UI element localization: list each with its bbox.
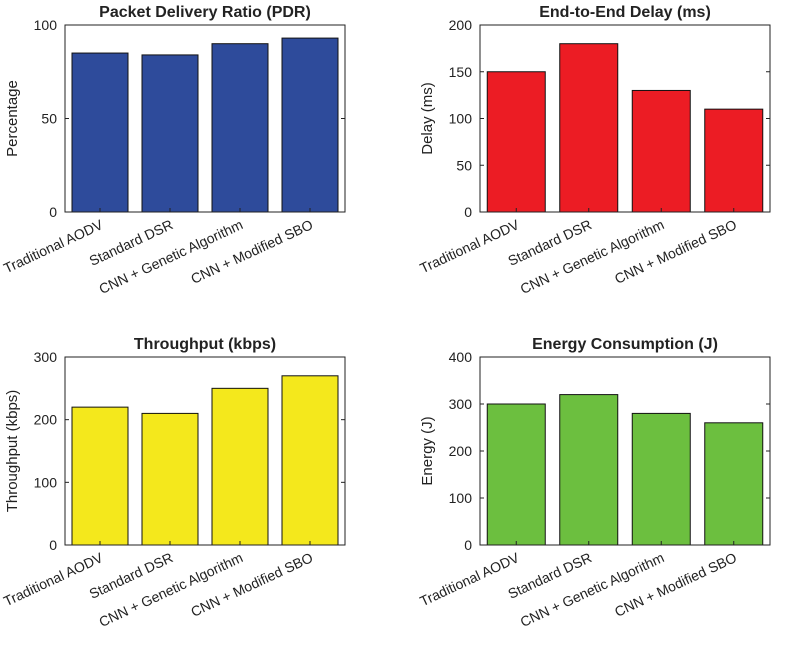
bar-3	[211, 43, 269, 213]
bar-3	[631, 412, 691, 546]
y-tick-label: 100	[449, 111, 473, 127]
bar-1	[71, 406, 129, 546]
bar-4	[281, 375, 339, 546]
x-tick-label: Traditional AODV	[417, 549, 522, 609]
y-tick-label: 150	[449, 64, 473, 80]
y-tick-label: 0	[464, 537, 472, 553]
x-tick-label: Traditional AODV	[1, 549, 106, 609]
chart-title: Energy Consumption (J)	[532, 336, 718, 353]
y-tick-label: 400	[449, 349, 473, 365]
bar-2	[559, 43, 619, 213]
chart-panel-3: Throughput (kbps) Throughput (kbps) 0 100 20…	[1, 336, 346, 630]
chart-panel-2: End-to-End Delay (ms) Delay (ms) 0 50 100 150…	[417, 4, 771, 297]
y-tick-label: 0	[49, 537, 57, 553]
chart-panel-1: Packet Delivery Ratio (PDR) Percentage 0 50…	[1, 4, 346, 297]
y-tick-label: 0	[49, 204, 57, 220]
y-tick-label: 100	[34, 17, 58, 33]
y-tick-label: 50	[41, 111, 57, 127]
chart-title: End-to-End Delay (ms)	[539, 4, 711, 21]
bar-4	[704, 108, 764, 213]
y-axis-label: Delay (ms)	[419, 82, 436, 155]
bar-3	[631, 89, 691, 213]
bar-2	[559, 394, 619, 546]
y-tick-label: 200	[449, 17, 473, 33]
bar-2	[141, 54, 199, 213]
x-tick-label: CNN + Modified SBO	[612, 549, 739, 620]
bar-3	[211, 387, 269, 546]
x-tick-label: Traditional AODV	[1, 216, 106, 276]
y-tick-label: 300	[34, 349, 58, 365]
y-tick-label: 0	[464, 204, 472, 220]
bar-4	[281, 37, 339, 213]
y-tick-label: 200	[34, 412, 58, 428]
y-tick-label: 300	[449, 396, 473, 412]
bar-4	[704, 422, 764, 546]
x-tick-label: Traditional AODV	[417, 216, 522, 276]
chart-panel-4: Energy Consumption (J) Energy (J) 0 100 200 3…	[417, 336, 771, 630]
y-tick-label: 200	[449, 443, 473, 459]
y-tick-label: 100	[34, 474, 58, 490]
y-tick-label: 100	[449, 490, 473, 506]
y-tick-label: 50	[456, 157, 472, 173]
bar-2	[141, 412, 199, 546]
bar-1	[71, 52, 129, 213]
y-axis-label: Throughput (kbps)	[4, 390, 21, 513]
axes-box	[64, 356, 346, 546]
x-tick-label: CNN + Modified SBO	[188, 216, 315, 287]
x-tick-label: CNN + Modified SBO	[188, 549, 315, 620]
bar-1	[486, 403, 546, 546]
bar-1	[486, 71, 546, 213]
chart-title: Throughput (kbps)	[134, 336, 276, 353]
x-tick-label: CNN + Modified SBO	[612, 216, 739, 287]
y-axis-label: Percentage	[4, 80, 21, 157]
chart-title: Packet Delivery Ratio (PDR)	[99, 4, 311, 21]
y-axis-label: Energy (J)	[419, 416, 436, 485]
